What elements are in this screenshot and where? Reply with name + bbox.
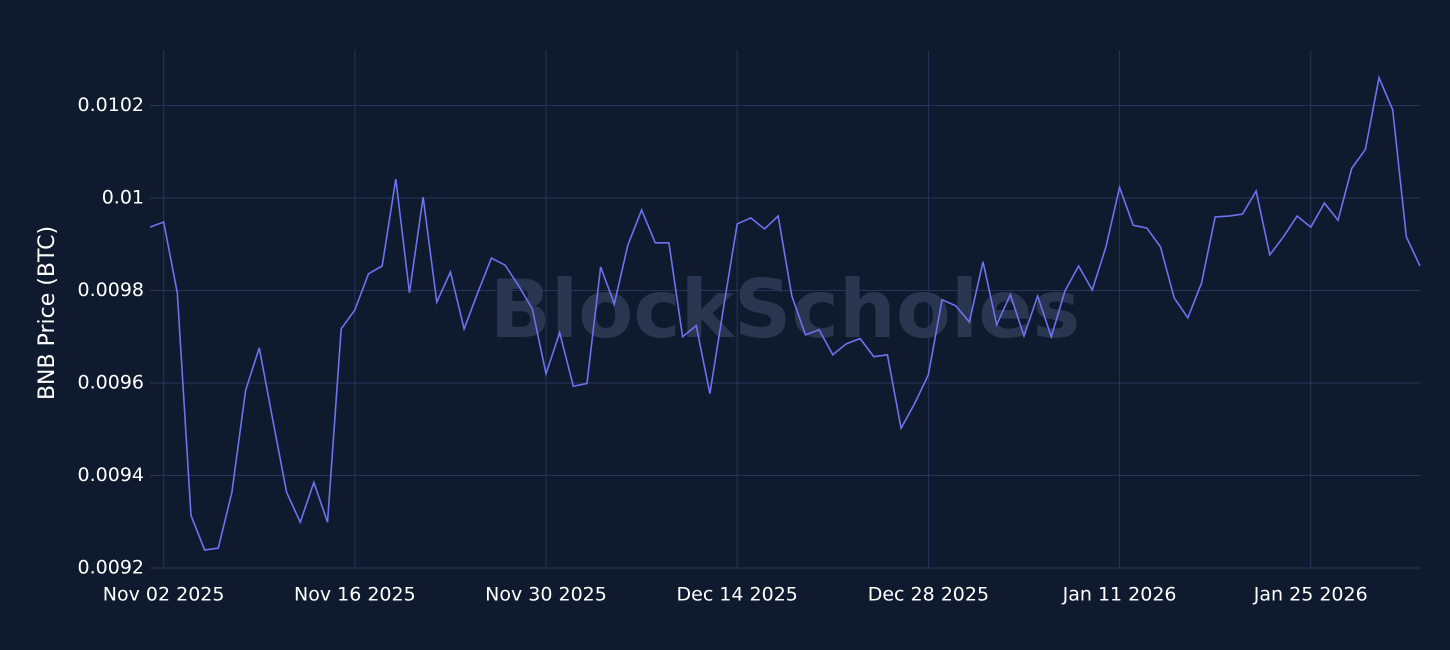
y-tick-label: 0.0094 <box>78 464 144 486</box>
y-tick-label: 0.0102 <box>78 94 144 116</box>
x-tick-label: Nov 16 2025 <box>294 584 416 606</box>
x-tick-label: Nov 30 2025 <box>485 584 607 606</box>
x-tick-label: Dec 28 2025 <box>868 584 989 606</box>
y-tick-label: 0.01 <box>102 187 144 209</box>
x-tick-label: Nov 02 2025 <box>103 584 225 606</box>
x-tick-label: Dec 14 2025 <box>677 584 798 606</box>
x-tick-label: Jan 25 2026 <box>1253 584 1368 606</box>
price-line <box>149 75 1421 551</box>
watermark: BlockScholes <box>490 263 1080 356</box>
x-tick-label: Jan 11 2026 <box>1062 584 1177 606</box>
y-tick-label: 0.0096 <box>78 372 144 394</box>
y-axis-label: BNB Price (BTC) <box>35 226 60 400</box>
y-tick-label: 0.0098 <box>78 279 144 301</box>
y-tick-label: 0.0092 <box>78 557 144 579</box>
